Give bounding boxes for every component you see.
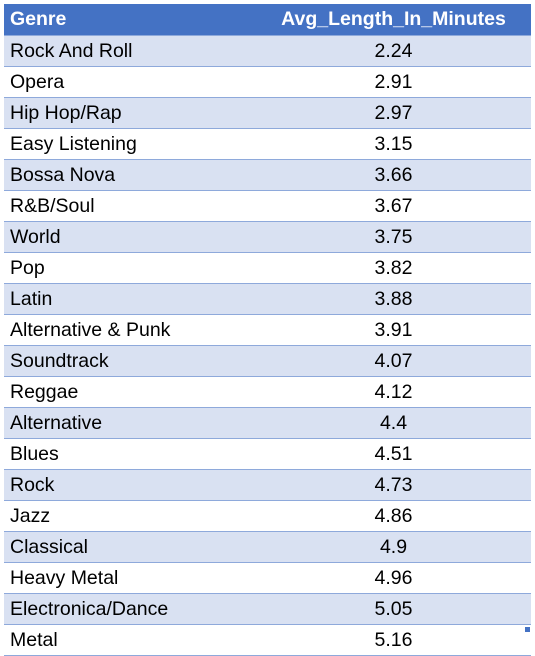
table-row: Bossa Nova 3.66 — [4, 158, 531, 190]
genre-cell[interactable]: Metal — [4, 623, 256, 656]
table-row: Metal 5.16 — [4, 623, 531, 656]
genre-cell[interactable]: Electronica/Dance — [4, 592, 256, 624]
avg-length-cell[interactable]: 4.86 — [256, 499, 531, 531]
avg-length-cell[interactable]: 2.97 — [256, 96, 531, 128]
column-header-genre[interactable]: Genre — [4, 4, 256, 36]
table-row: Jazz 4.86 — [4, 499, 531, 531]
genre-cell[interactable]: Alternative — [4, 406, 256, 438]
table-row: Electronica/Dance 5.05 — [4, 592, 531, 624]
avg-length-cell[interactable]: 3.82 — [256, 251, 531, 283]
genre-cell[interactable]: Classical — [4, 530, 256, 562]
genre-cell[interactable]: Bossa Nova — [4, 158, 256, 190]
header-row: Genre Avg_Length_In_Minutes — [4, 4, 531, 36]
avg-length-cell[interactable]: 4.12 — [256, 375, 531, 407]
genre-cell[interactable]: Heavy Metal — [4, 561, 256, 593]
avg-length-cell[interactable]: 5.05 — [256, 592, 531, 624]
genre-cell[interactable]: Alternative & Punk — [4, 313, 256, 345]
genre-cell[interactable]: Easy Listening — [4, 127, 256, 159]
genre-cell[interactable]: Reggae — [4, 375, 256, 407]
table-resize-handle[interactable] — [525, 627, 530, 632]
table-row: R&B/Soul 3.67 — [4, 189, 531, 221]
genre-cell[interactable]: Blues — [4, 437, 256, 469]
genre-length-table: Genre Avg_Length_In_Minutes Rock And Rol… — [4, 4, 531, 656]
avg-length-cell[interactable]: 3.75 — [256, 220, 531, 252]
table-row: Hip Hop/Rap 2.97 — [4, 96, 531, 128]
avg-length-cell[interactable]: 2.24 — [256, 34, 531, 66]
genre-cell[interactable]: R&B/Soul — [4, 189, 256, 221]
genre-cell[interactable]: World — [4, 220, 256, 252]
avg-length-cell[interactable]: 4.07 — [256, 344, 531, 376]
genre-cell[interactable]: Pop — [4, 251, 256, 283]
spreadsheet-sheet: Genre Avg_Length_In_Minutes Rock And Rol… — [4, 4, 531, 656]
table-row: Blues 4.51 — [4, 437, 531, 469]
avg-length-cell[interactable]: 3.88 — [256, 282, 531, 314]
table-row: Opera 2.91 — [4, 65, 531, 97]
genre-cell[interactable]: Soundtrack — [4, 344, 256, 376]
avg-length-cell[interactable]: 4.9 — [256, 530, 531, 562]
table-row: Alternative 4.4 — [4, 406, 531, 438]
avg-length-cell[interactable]: 2.91 — [256, 65, 531, 97]
avg-length-cell[interactable]: 3.15 — [256, 127, 531, 159]
table-row: Latin 3.88 — [4, 282, 531, 314]
genre-cell[interactable]: Rock — [4, 468, 256, 500]
avg-length-cell[interactable]: 4.51 — [256, 437, 531, 469]
table-row: World 3.75 — [4, 220, 531, 252]
table-row: Soundtrack 4.07 — [4, 344, 531, 376]
table-row: Classical 4.9 — [4, 530, 531, 562]
table-row: Rock And Roll 2.24 — [4, 34, 531, 66]
table-row: Pop 3.82 — [4, 251, 531, 283]
genre-cell[interactable]: Opera — [4, 65, 256, 97]
table-row: Alternative & Punk 3.91 — [4, 313, 531, 345]
genre-cell[interactable]: Rock And Roll — [4, 34, 256, 66]
column-header-avg-length[interactable]: Avg_Length_In_Minutes — [256, 4, 531, 36]
genre-cell[interactable]: Hip Hop/Rap — [4, 96, 256, 128]
table-row: Rock 4.73 — [4, 468, 531, 500]
genre-cell[interactable]: Jazz — [4, 499, 256, 531]
avg-length-cell[interactable]: 5.16 — [256, 623, 531, 656]
avg-length-cell[interactable]: 4.73 — [256, 468, 531, 500]
table-row: Heavy Metal 4.96 — [4, 561, 531, 593]
avg-length-cell[interactable]: 4.4 — [256, 406, 531, 438]
table-row: Reggae 4.12 — [4, 375, 531, 407]
avg-length-cell[interactable]: 3.91 — [256, 313, 531, 345]
avg-length-cell[interactable]: 3.66 — [256, 158, 531, 190]
table-body: Rock And Roll 2.24 Opera 2.91 Hip Hop/Rap 2.9… — [4, 34, 531, 656]
avg-length-cell[interactable]: 3.67 — [256, 189, 531, 221]
genre-cell[interactable]: Latin — [4, 282, 256, 314]
table-row: Easy Listening 3.15 — [4, 127, 531, 159]
avg-length-cell[interactable]: 4.96 — [256, 561, 531, 593]
